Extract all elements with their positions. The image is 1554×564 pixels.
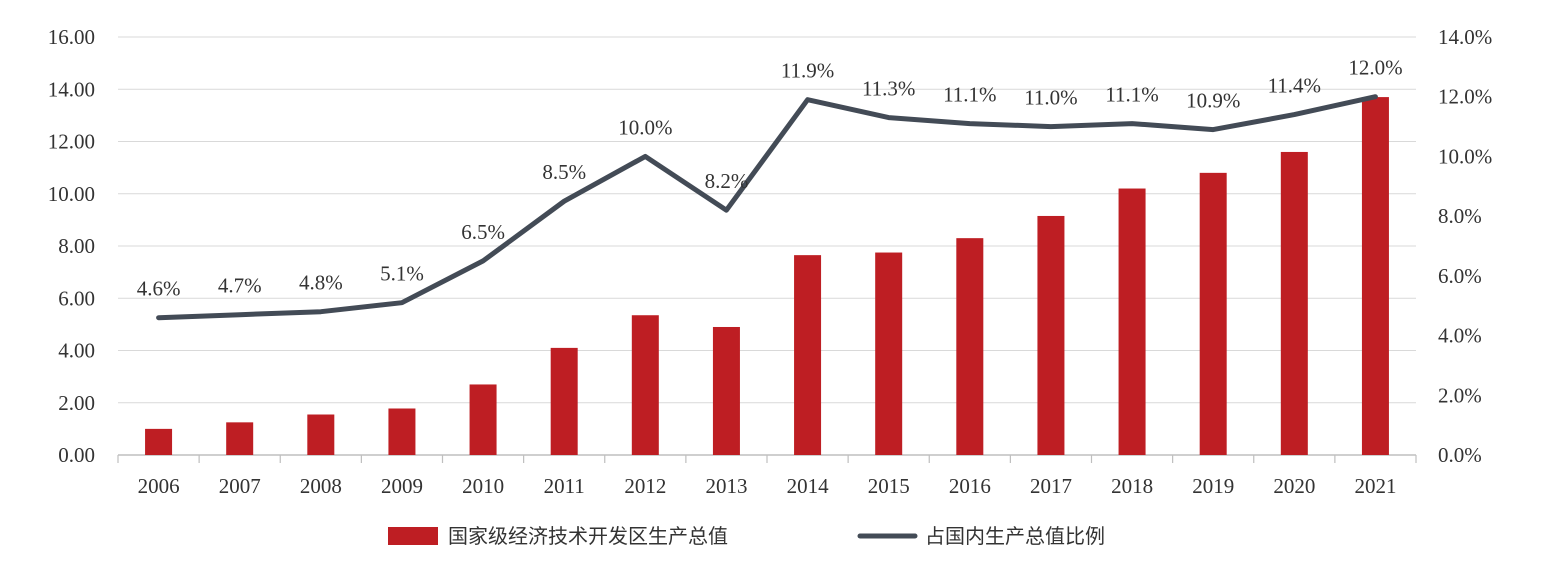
line-data-label: 11.4% — [1268, 74, 1321, 98]
bar-2016 — [956, 238, 984, 455]
left-tick-label: 2.00 — [58, 391, 95, 415]
line-series-path — [156, 94, 1378, 321]
x-tick-label: 2010 — [462, 474, 504, 498]
line-data-label: 8.5% — [542, 160, 586, 184]
bar-2020 — [1280, 151, 1308, 455]
line-data-labels: 4.6% 4.7% 4.8% 5.1% 6.5% 8.5% 10.0% 8.2% 11.9% 11… — [137, 56, 1403, 301]
x-tick-label: 2015 — [868, 474, 910, 498]
x-tick-label: 2008 — [300, 474, 342, 498]
x-tick-label: 2018 — [1111, 474, 1153, 498]
right-tick-label: 4.0% — [1438, 324, 1482, 348]
x-tick-label: 2013 — [705, 474, 747, 498]
left-tick-label: 6.00 — [58, 286, 95, 310]
x-tick-label: 2014 — [787, 474, 830, 498]
left-tick-label: 0.00 — [58, 443, 95, 467]
bar-2010 — [469, 384, 497, 455]
right-tick-label: 14.0% — [1438, 25, 1492, 49]
line-data-label: 11.3% — [862, 77, 915, 101]
bar-2012 — [631, 315, 659, 455]
bar-2015 — [875, 252, 903, 455]
right-tick-label: 0.0% — [1438, 443, 1482, 467]
gridlines — [117, 36, 1417, 463]
bar-2017 — [1037, 215, 1065, 455]
bar-2007 — [226, 422, 254, 455]
right-tick-label: 6.0% — [1438, 264, 1482, 288]
bar-2018 — [1118, 188, 1146, 455]
x-axis-ticks: 2006 2007 2008 2009 2010 2011 2012 2013 2014 2015… — [138, 474, 1397, 498]
line-data-label: 12.0% — [1348, 56, 1402, 80]
x-tick-label: 2017 — [1030, 474, 1072, 498]
x-tick-label: 2020 — [1273, 474, 1315, 498]
legend-line-label: 占国内生产总值比例 — [925, 524, 1105, 548]
line-data-label: 10.0% — [618, 115, 672, 139]
line-data-label: 11.1% — [1105, 83, 1158, 107]
left-tick-label: 12.00 — [48, 130, 95, 154]
legend: 国家级经济技术开发区生产总值 占国内生产总值比例 — [388, 524, 1105, 548]
line-data-label: 10.9% — [1186, 89, 1240, 113]
x-tick-label: 2006 — [138, 474, 180, 498]
bar-2019 — [1199, 172, 1227, 455]
bar-2011 — [550, 347, 578, 455]
bar-2013 — [712, 326, 740, 455]
right-tick-label: 10.0% — [1438, 144, 1492, 168]
bar-2014 — [794, 255, 822, 455]
x-tick-label: 2012 — [624, 474, 666, 498]
left-tick-label: 14.00 — [48, 77, 95, 101]
line-data-label: 4.8% — [299, 271, 343, 295]
line-data-label: 8.2% — [705, 169, 749, 193]
legend-bar-label: 国家级经济技术开发区生产总值 — [448, 524, 728, 548]
right-tick-label: 12.0% — [1438, 85, 1492, 109]
x-tick-label: 2016 — [949, 474, 991, 498]
right-axis-ticks: 0.0% 2.0% 4.0% 6.0% 8.0% 10.0% 12.0% 14.0% — [1438, 25, 1492, 467]
line-data-label: 4.7% — [218, 274, 262, 298]
bar-2006 — [145, 428, 173, 455]
line-data-label: 11.1% — [943, 83, 996, 107]
left-tick-label: 10.00 — [48, 182, 95, 206]
line-data-label: 6.5% — [461, 220, 505, 244]
x-tick-label: 2019 — [1192, 474, 1234, 498]
x-tick-label: 2007 — [219, 474, 261, 498]
x-tick-label: 2021 — [1354, 474, 1396, 498]
right-tick-label: 8.0% — [1438, 204, 1482, 228]
line-data-label: 11.9% — [781, 59, 834, 83]
legend-bar-swatch — [388, 527, 438, 545]
left-tick-label: 4.00 — [58, 339, 95, 363]
x-tick-label: 2011 — [544, 474, 585, 498]
left-axis-ticks: 0.00 2.00 4.00 6.00 8.00 10.00 12.00 14.00 16.00 — [48, 25, 95, 467]
line-data-label: 5.1% — [380, 262, 424, 286]
line-data-label: 11.0% — [1024, 86, 1077, 110]
bar-2021 — [1361, 97, 1389, 456]
x-tick-label: 2009 — [381, 474, 423, 498]
bar-series — [145, 97, 1389, 456]
left-tick-label: 16.00 — [48, 25, 95, 49]
bar-2008 — [307, 414, 335, 455]
line-data-label: 4.6% — [137, 277, 181, 301]
bar-2009 — [388, 408, 416, 455]
left-tick-label: 8.00 — [58, 234, 95, 258]
right-tick-label: 2.0% — [1438, 383, 1482, 407]
